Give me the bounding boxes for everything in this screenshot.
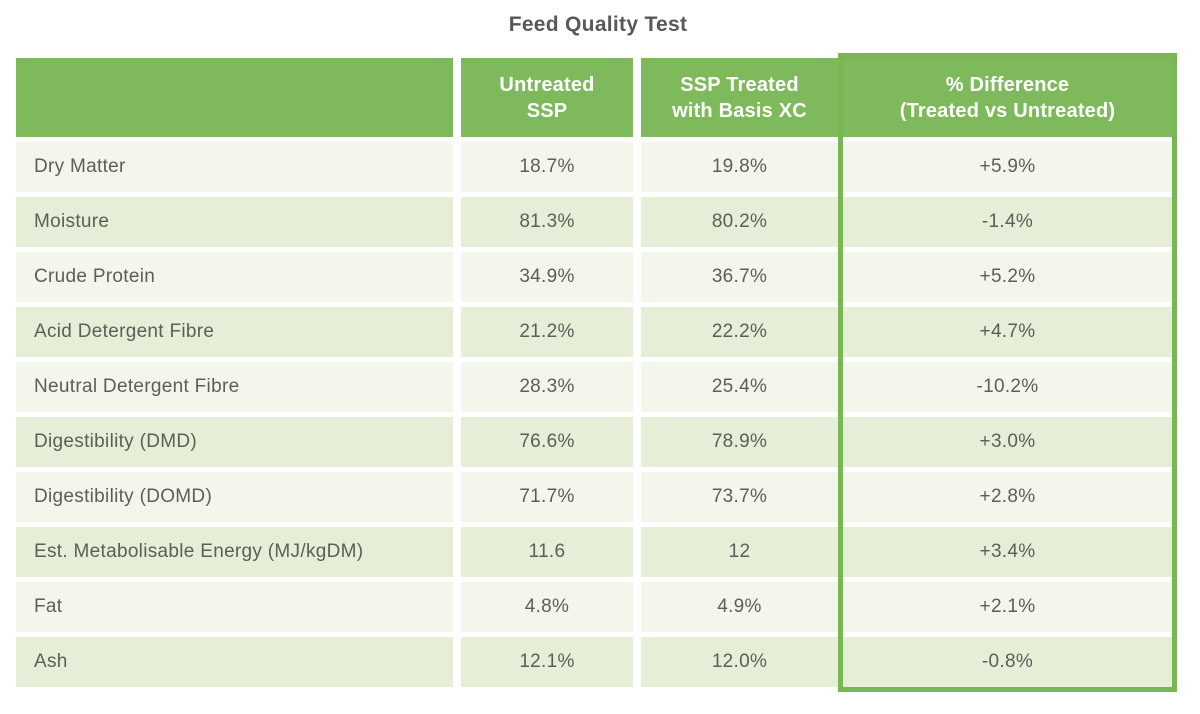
difference-value-cell: +5.2%: [843, 252, 1172, 302]
untreated-value-cell: 34.9%: [461, 252, 633, 302]
treated-value-cell: 78.9%: [641, 417, 838, 467]
row-label-cell: Dry Matter: [16, 142, 453, 192]
treated-value-cell: 36.7%: [641, 252, 838, 302]
table-row: Est. Metabolisable Energy (MJ/kgDM) 11.6…: [16, 527, 1177, 577]
page-title: Feed Quality Test: [508, 13, 688, 36]
difference-value-cell: +2.8%: [843, 472, 1172, 522]
untreated-value-cell: 21.2%: [461, 307, 633, 357]
table-row: Ash 12.1% 12.0% -0.8%: [16, 637, 1177, 687]
table-row: Neutral Detergent Fibre 28.3% 25.4% -10.…: [16, 362, 1177, 412]
treated-value-cell: 4.9%: [641, 582, 838, 632]
table-row: Digestibility (DOMD) 71.7% 73.7% +2.8%: [16, 472, 1177, 522]
row-label-cell: Fat: [16, 582, 453, 632]
row-label-cell: Digestibility (DOMD): [16, 472, 453, 522]
column-header-treated: SSP Treated with Basis XC: [641, 58, 838, 137]
difference-value-cell: -10.2%: [843, 362, 1172, 412]
untreated-value-cell: 76.6%: [461, 417, 633, 467]
untreated-value-cell: 81.3%: [461, 197, 633, 247]
table-row: Digestibility (DMD) 76.6% 78.9% +3.0%: [16, 417, 1177, 467]
row-label-cell: Acid Detergent Fibre: [16, 307, 453, 357]
table-row: Fat 4.8% 4.9% +2.1%: [16, 582, 1177, 632]
row-label-cell: Ash: [16, 637, 453, 687]
row-label-cell: Crude Protein: [16, 252, 453, 302]
untreated-value-cell: 12.1%: [461, 637, 633, 687]
difference-value-cell: +3.4%: [843, 527, 1172, 577]
row-label-cell: Digestibility (DMD): [16, 417, 453, 467]
column-header-difference: % Difference (Treated vs Untreated): [843, 58, 1172, 137]
difference-value-cell: +3.0%: [843, 417, 1172, 467]
untreated-value-cell: 4.8%: [461, 582, 633, 632]
treated-value-cell: 73.7%: [641, 472, 838, 522]
feed-quality-table: Untreated SSP SSP Treated with Basis XC …: [16, 53, 1177, 692]
untreated-value-cell: 11.6: [461, 527, 633, 577]
difference-value-cell: +5.9%: [843, 142, 1172, 192]
row-label-cell: Neutral Detergent Fibre: [16, 362, 453, 412]
difference-value-cell: -0.8%: [843, 637, 1172, 687]
table-row: Crude Protein 34.9% 36.7% +5.2%: [16, 252, 1177, 302]
difference-value-cell: +4.7%: [843, 307, 1172, 357]
difference-value-cell: -1.4%: [843, 197, 1172, 247]
table-header-row: Untreated SSP SSP Treated with Basis XC …: [16, 58, 1177, 137]
treated-value-cell: 25.4%: [641, 362, 838, 412]
table-row: Acid Detergent Fibre 21.2% 22.2% +4.7%: [16, 307, 1177, 357]
column-header-empty: [16, 58, 453, 137]
treated-value-cell: 19.8%: [641, 142, 838, 192]
row-label-cell: Moisture: [16, 197, 453, 247]
difference-value-cell: +2.1%: [843, 582, 1172, 632]
table-row: Dry Matter 18.7% 19.8% +5.9%: [16, 142, 1177, 192]
treated-value-cell: 12.0%: [641, 637, 838, 687]
row-label-cell: Est. Metabolisable Energy (MJ/kgDM): [16, 527, 453, 577]
treated-value-cell: 80.2%: [641, 197, 838, 247]
untreated-value-cell: 18.7%: [461, 142, 633, 192]
untreated-value-cell: 71.7%: [461, 472, 633, 522]
treated-value-cell: 22.2%: [641, 307, 838, 357]
untreated-value-cell: 28.3%: [461, 362, 633, 412]
column-header-untreated: Untreated SSP: [461, 58, 633, 137]
treated-value-cell: 12: [641, 527, 838, 577]
table-row: Moisture 81.3% 80.2% -1.4%: [16, 197, 1177, 247]
